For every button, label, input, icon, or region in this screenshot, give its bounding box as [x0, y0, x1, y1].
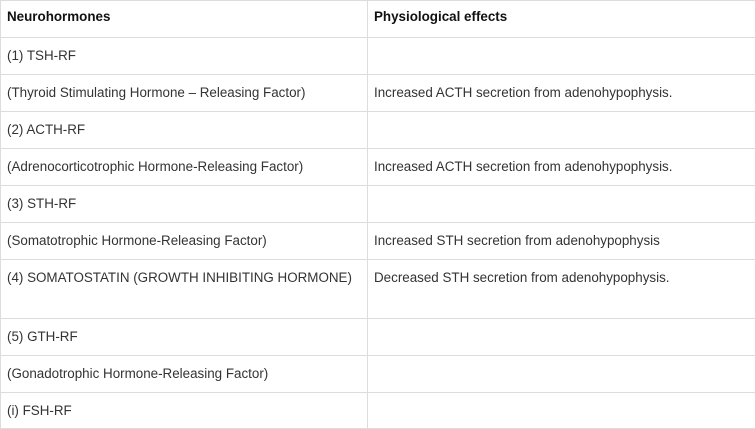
- column-header-physiological-effects: Physiological effects: [368, 1, 755, 38]
- neurohormone-cell: (Thyroid Stimulating Hormone – Releasing…: [1, 75, 368, 112]
- effect-cell: Decreased STH secretion from adenohypoph…: [368, 260, 755, 319]
- table-row: (2) ACTH-RF: [1, 112, 755, 149]
- effect-cell: [368, 186, 755, 223]
- column-header-neurohormones: Neurohormones: [1, 1, 368, 38]
- neurohormone-cell: (i) FSH-RF: [1, 393, 368, 429]
- effect-cell: Increased ACTH secretion from adenohypop…: [368, 149, 755, 186]
- table-row: (i) FSH-RF: [1, 393, 755, 429]
- table-row: (Adrenocorticotrophic Hormone-Releasing …: [1, 149, 755, 186]
- neurohormone-cell: (Gonadotrophic Hormone-Releasing Factor): [1, 356, 368, 393]
- effect-cell: Increased STH secretion from adenohypoph…: [368, 223, 755, 260]
- effect-cell: [368, 38, 755, 75]
- effect-cell: Increased ACTH secretion from adenohypop…: [368, 75, 755, 112]
- effect-cell: [368, 356, 755, 393]
- table-row: (5) GTH-RF: [1, 319, 755, 356]
- neurohormone-cell: (3) STH-RF: [1, 186, 368, 223]
- table-header-row: Neurohormones Physiological effects: [1, 1, 755, 38]
- table-row: (3) STH-RF: [1, 186, 755, 223]
- effect-cell: [368, 319, 755, 356]
- effect-cell: [368, 112, 755, 149]
- neurohormone-cell: (Somatotrophic Hormone-Releasing Factor): [1, 223, 368, 260]
- neurohormone-cell: (5) GTH-RF: [1, 319, 368, 356]
- effect-cell: [368, 393, 755, 429]
- table-row: (Somatotrophic Hormone-Releasing Factor)…: [1, 223, 755, 260]
- neurohormone-cell: (2) ACTH-RF: [1, 112, 368, 149]
- table-row: (1) TSH-RF: [1, 38, 755, 75]
- neurohormone-cell: (1) TSH-RF: [1, 38, 368, 75]
- table-row: (4) SOMATOSTATIN (GROWTH INHIBITING HORM…: [1, 260, 755, 319]
- table-row: (Thyroid Stimulating Hormone – Releasing…: [1, 75, 755, 112]
- neurohormone-cell: (Adrenocorticotrophic Hormone-Releasing …: [1, 149, 368, 186]
- table-row: (Gonadotrophic Hormone-Releasing Factor): [1, 356, 755, 393]
- neurohormone-cell: (4) SOMATOSTATIN (GROWTH INHIBITING HORM…: [1, 260, 368, 319]
